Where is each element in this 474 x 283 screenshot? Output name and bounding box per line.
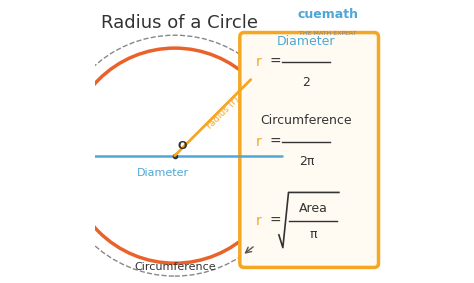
Text: r: r [255, 134, 261, 149]
Text: 2: 2 [302, 76, 310, 89]
Text: =: = [270, 214, 281, 228]
Text: 2π: 2π [299, 155, 314, 168]
Text: cuemath: cuemath [297, 8, 358, 22]
Text: Circumference: Circumference [134, 262, 216, 272]
Text: π: π [310, 228, 317, 241]
Text: radius (r): radius (r) [205, 95, 241, 130]
Text: Diameter: Diameter [137, 168, 190, 178]
Text: Circumference: Circumference [261, 114, 352, 127]
Text: r: r [255, 55, 261, 69]
Text: Radius of a Circle: Radius of a Circle [101, 14, 258, 32]
Text: =: = [270, 134, 281, 149]
FancyBboxPatch shape [240, 33, 379, 267]
Text: =: = [270, 55, 281, 69]
Text: r: r [255, 214, 261, 228]
Text: O: O [178, 142, 187, 151]
Text: Area: Area [299, 201, 328, 215]
Text: Diameter: Diameter [277, 35, 336, 48]
Text: THE MATH EXPERT: THE MATH EXPERT [299, 31, 356, 36]
